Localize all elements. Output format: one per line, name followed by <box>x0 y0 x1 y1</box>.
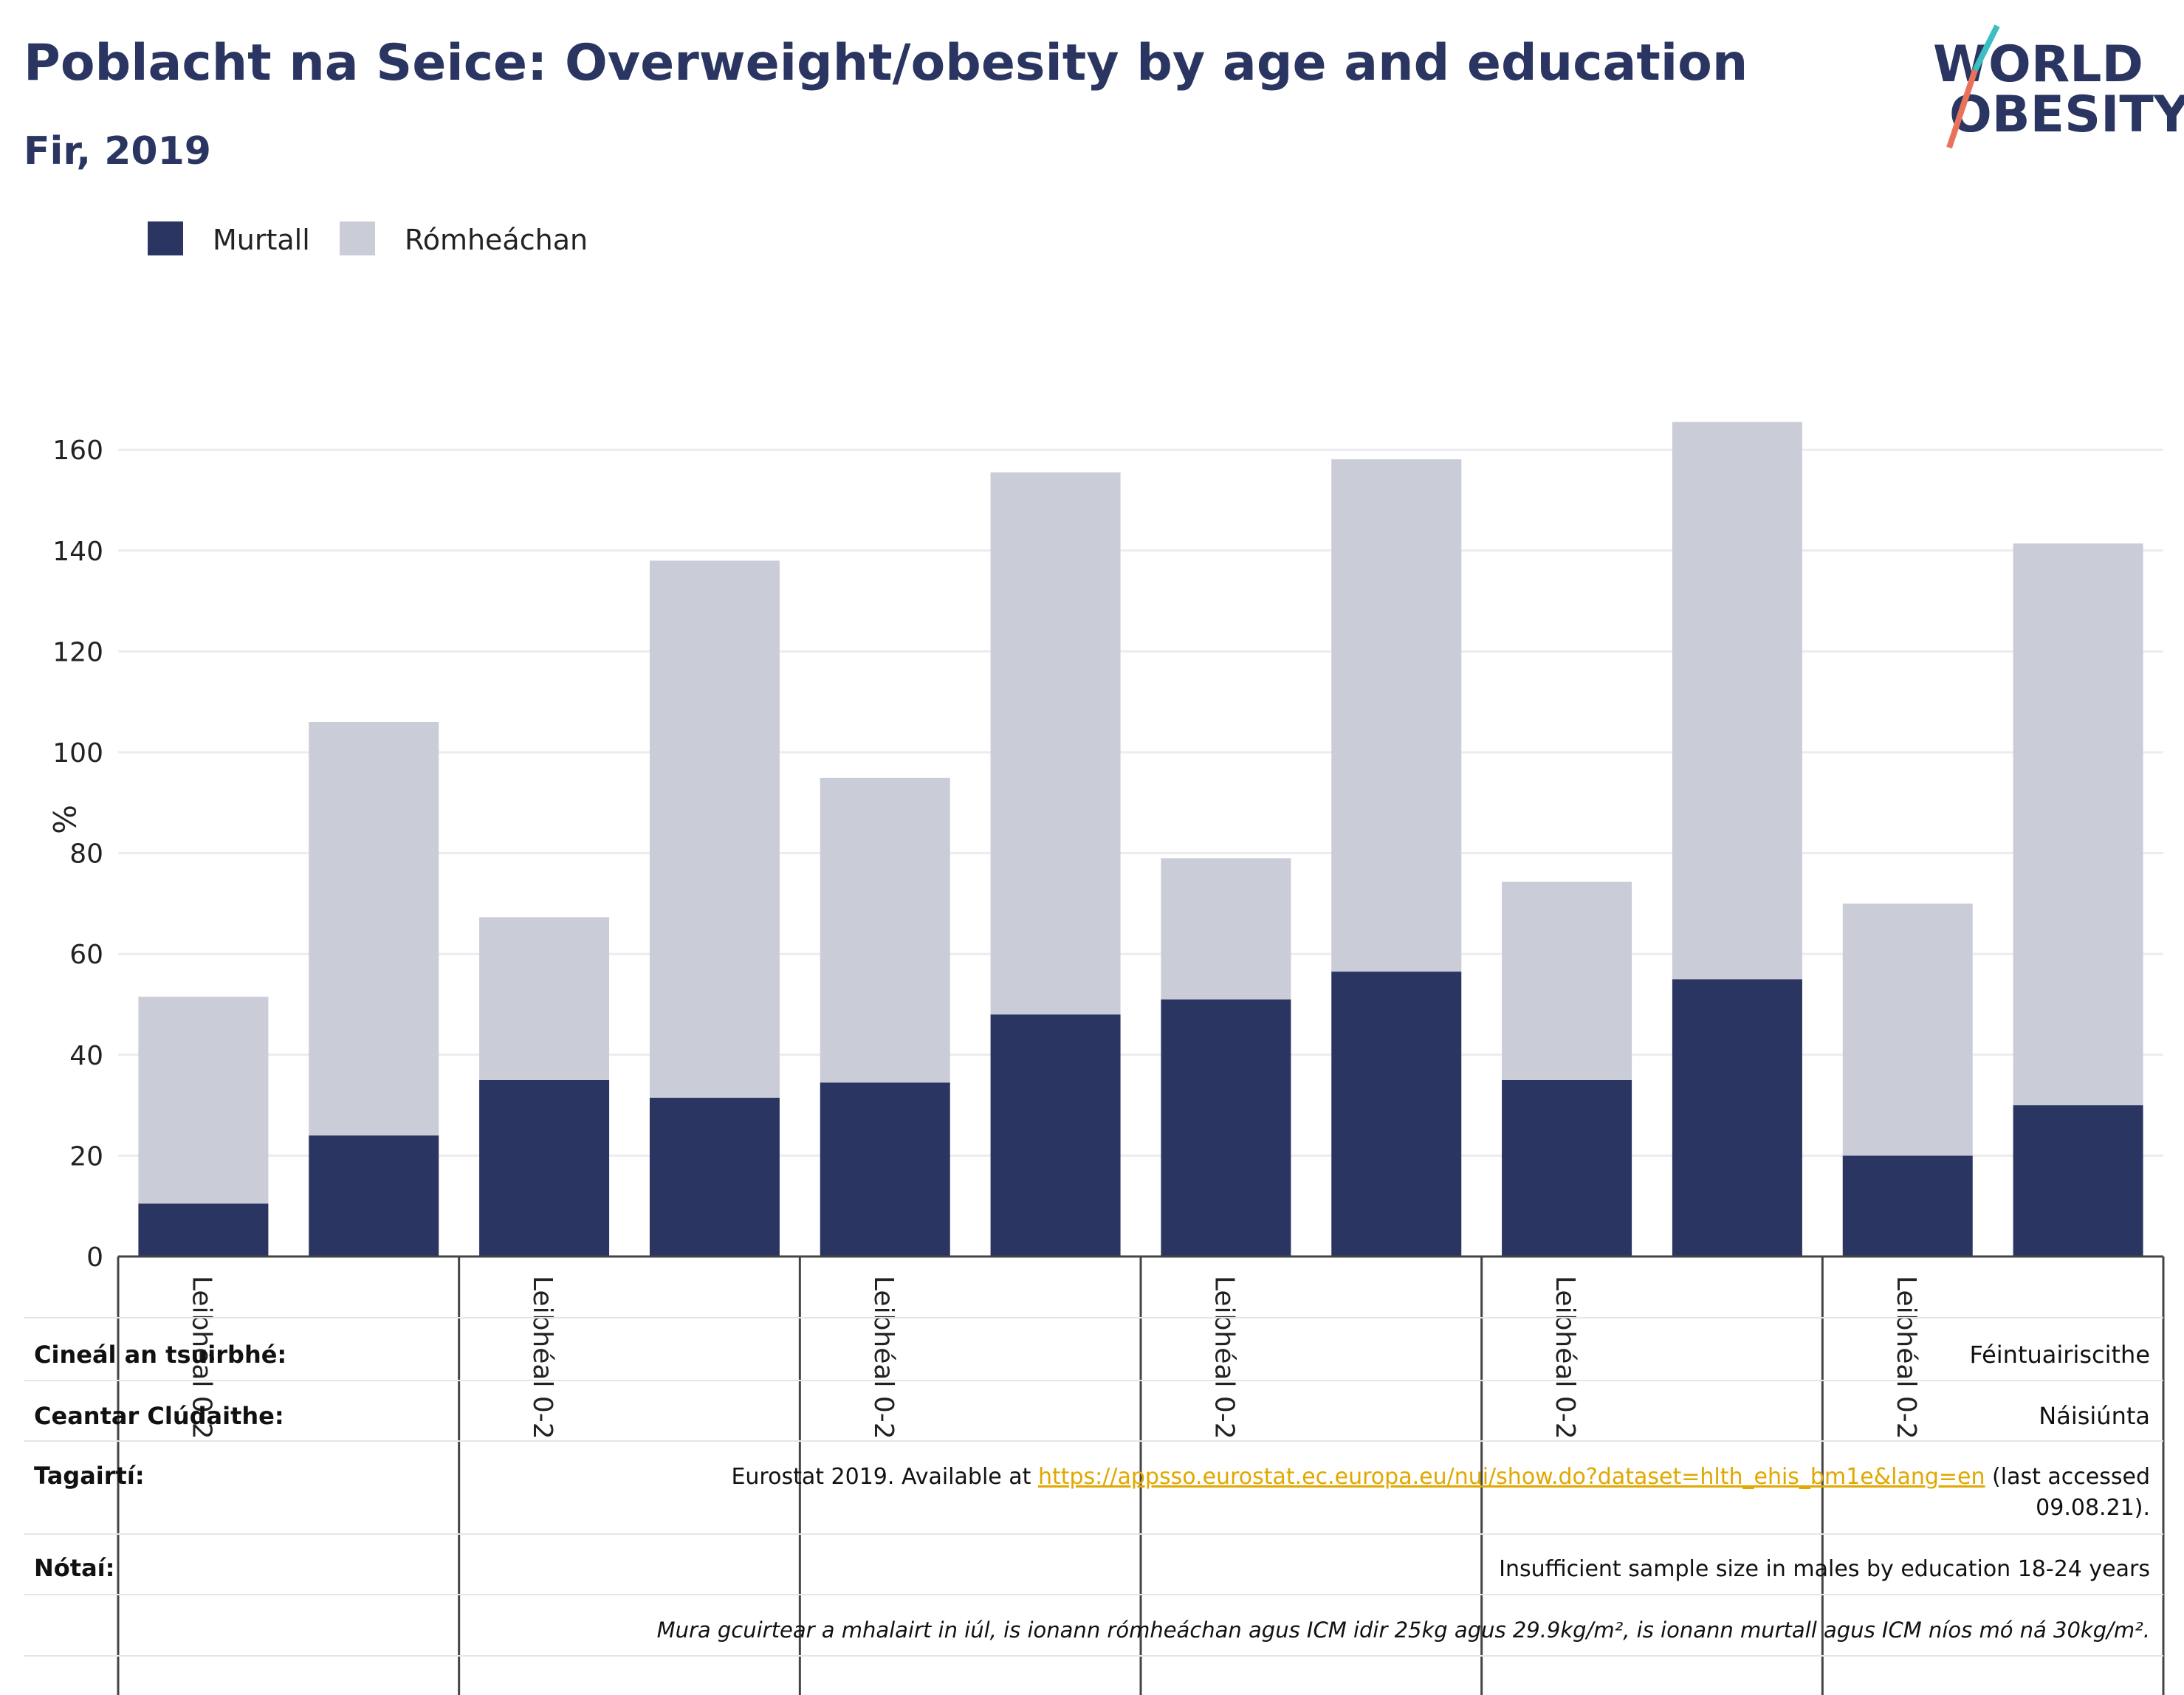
logo-teal-stroke <box>1972 24 2000 72</box>
bar-romheachan <box>1502 881 1632 1080</box>
world-obesity-logo: WORLD OBESITY <box>1933 24 2184 149</box>
bar-romheachan <box>138 997 269 1204</box>
x-tick-label: Leibhéal 0-2 <box>868 1276 899 1440</box>
bar-murtall <box>649 1097 780 1256</box>
y-tick-label: 120 <box>52 637 103 667</box>
chart-title: Poblacht na Seice: Overweight/obesity by… <box>24 34 1748 92</box>
gridlines <box>118 448 2163 1157</box>
y-tick-label: 40 <box>69 1041 103 1071</box>
references-date: 09.08.21). <box>2036 1495 2150 1521</box>
coverage-value: Náisiúnta <box>2039 1402 2150 1430</box>
y-tick-label: 160 <box>52 436 103 466</box>
survey-type-value: Féintuairiscithe <box>1969 1341 2150 1369</box>
bar-romheachan <box>2013 543 2143 1106</box>
x-tick-label: Leibhéal 0-2 <box>1550 1276 1580 1440</box>
survey-type-label: Cineál an tsuirbhé: <box>34 1341 286 1369</box>
x-tick-label: Leibhéal 0-2 <box>527 1276 557 1440</box>
chart-subtitle: Fir, 2019 <box>24 129 211 173</box>
bar-murtall <box>1842 1155 1973 1256</box>
x-tick-label: Leibhéal 0-2 <box>1891 1276 1921 1440</box>
bar-murtall <box>309 1135 439 1256</box>
references-suffix: (last accessed <box>1985 1464 2150 1490</box>
y-tick-label: 0 <box>86 1242 103 1273</box>
bar-murtall <box>1331 972 1462 1256</box>
bar-romheachan <box>1331 459 1462 972</box>
bar-romheachan <box>1161 858 1291 1000</box>
references-value: Eurostat 2019. Available at https://apps… <box>731 1464 2150 1490</box>
legend: Murtall Rómheáchan <box>148 221 588 256</box>
table-column-dividers <box>117 1256 2165 1695</box>
logo-coral-stroke <box>1946 69 1978 149</box>
coverage-label: Ceantar Clúdaithe: <box>34 1402 284 1430</box>
bar-murtall <box>820 1082 950 1256</box>
y-axis-title: % <box>46 805 82 834</box>
bar-murtall <box>1502 1079 1632 1256</box>
legend-swatch-obese <box>148 221 183 255</box>
bar-romheachan <box>649 560 780 1098</box>
bar-romheachan <box>1672 422 1802 980</box>
y-tick-label: 140 <box>52 537 103 567</box>
bar-murtall <box>1161 999 1291 1256</box>
x-tick-label: Leibhéal 0-2 <box>1209 1276 1239 1440</box>
y-tick-label: 80 <box>69 839 103 870</box>
y-tick-label: 20 <box>69 1141 103 1172</box>
x-tick-label: Leibhéal 0-2 <box>186 1276 216 1440</box>
references-prefix: Eurostat 2019. Available at <box>731 1464 1038 1490</box>
metadata-table: Cineál an tsuirbhé: Féintuairiscithe Cea… <box>24 1256 2165 1695</box>
bar-murtall <box>138 1203 269 1256</box>
logo-line-2: OBESITY <box>1949 86 2184 144</box>
bar-murtall <box>1672 979 1802 1256</box>
bar-romheachan <box>820 777 950 1083</box>
y-tick-label: 100 <box>52 738 103 769</box>
bar-romheachan <box>990 472 1121 1015</box>
bar-romheachan <box>479 917 610 1080</box>
legend-label-obese: Murtall <box>213 224 310 256</box>
bar-murtall <box>479 1079 610 1256</box>
y-axis-ticks: 0 20 40 60 80 100 120 140 160 <box>52 436 103 1273</box>
legend-label-overweight: Rómheáchan <box>405 224 588 256</box>
x-axis-labels: Leibhéal 0-2 Leibhéal 0-2 Leibhéal 0-2 Leib… <box>186 1276 1920 1440</box>
bar-murtall <box>2013 1105 2143 1256</box>
references-link[interactable]: https://appsso.eurostat.ec.europa.eu/nui… <box>1038 1464 1985 1490</box>
legend-swatch-overweight <box>340 221 375 255</box>
notes-label: Nótaí: <box>34 1554 114 1582</box>
bar-romheachan <box>309 722 439 1136</box>
bars <box>138 422 2143 1256</box>
notes-value: Insufficient sample size in males by edu… <box>1499 1556 2150 1582</box>
y-tick-label: 60 <box>69 940 103 970</box>
bar-romheachan <box>1842 903 1973 1156</box>
bmi-definition: Mura gcuirtear a mhalairt in iúl, is ion… <box>657 1617 2150 1643</box>
references-label: Tagairtí: <box>34 1462 145 1490</box>
bar-murtall <box>990 1014 1121 1256</box>
